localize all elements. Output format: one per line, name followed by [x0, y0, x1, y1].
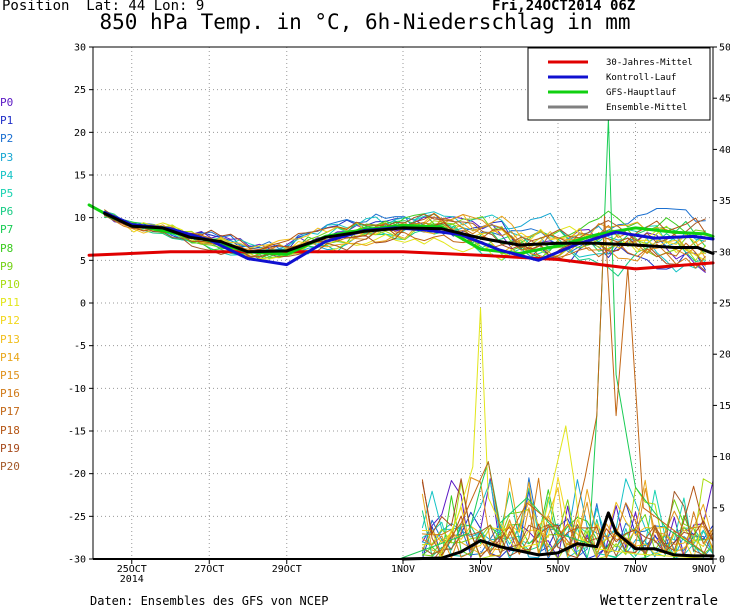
legend-label: 30-Jahres-Mittel: [606, 58, 693, 68]
y-left-tick-label: -25: [68, 512, 86, 523]
y-right-tick-label: 10: [719, 452, 730, 463]
member-precip-line-p1: [421, 489, 714, 560]
legend-label: Ensemble-Mittel: [606, 103, 687, 113]
member-temp-line-p11: [104, 209, 706, 261]
gfs-main-run-line: [87, 203, 715, 256]
member-label-p5: P5: [0, 187, 14, 200]
legend-label: Kontroll-Lauf: [606, 73, 676, 83]
position-label: Position Lat: 44 Lon: 9: [2, 0, 205, 14]
chart-title: 850 hPa Temp. in °C, 6h-Niederschlag in …: [99, 10, 631, 34]
x-tick-label: 1NOV: [391, 564, 415, 575]
y-left-tick-label: 25: [74, 85, 86, 96]
y-left-tick-label: 30: [74, 43, 86, 54]
precip-ensemble-mean-line: [401, 511, 715, 561]
y-left-tick-label: -10: [68, 384, 86, 395]
member-label-p2: P2: [0, 132, 14, 146]
y-right-tick-label: 5: [719, 503, 725, 514]
member-precip-line-p8: [421, 489, 714, 559]
member-label-p15: P15: [0, 369, 20, 382]
member-label-p20: P20: [0, 460, 20, 473]
y-right-tick-label: 35: [719, 196, 730, 207]
member-label-p6: P6: [0, 205, 14, 219]
member-label-p11: P11: [0, 296, 20, 310]
run-date-label: Fri,24OCT2014 06Z: [492, 0, 636, 14]
x-tick-sublabel: 2014: [120, 574, 144, 585]
member-precip-line-p7: [398, 118, 714, 560]
x-tick-label: 27OCT: [194, 564, 224, 575]
x-tick-label: 29OCT: [272, 564, 302, 575]
x-tick-label: 3NOV: [468, 564, 492, 575]
member-label-p16: P16: [0, 387, 20, 401]
y-left-tick-label: 15: [74, 171, 86, 182]
member-precip-line-p18: [421, 479, 714, 556]
member-label-p19: P19: [0, 441, 20, 455]
y-right-tick-label: 30: [719, 247, 730, 258]
member-label-p17: P17: [0, 405, 20, 419]
brand-label: Wetterzentrale: [600, 593, 719, 609]
member-precip-line-p20: [421, 490, 714, 557]
y-left-tick-label: 20: [74, 128, 86, 139]
y-left-tick-label: -5: [74, 341, 86, 352]
member-label-p12: P12: [0, 314, 20, 328]
member-label-p8: P8: [0, 241, 14, 255]
member-precip-line-p11: [437, 307, 714, 560]
member-precip-line-p15: [421, 477, 714, 559]
x-tick-label: 9NOV: [692, 564, 716, 575]
member-label-p13: P13: [0, 332, 20, 346]
y-left-tick-label: -20: [68, 469, 86, 480]
member-precip-line-p16: [421, 477, 714, 559]
y-right-tick-label: 25: [719, 299, 730, 310]
member-temp-line-p17: [104, 215, 706, 267]
y-left-tick-label: 10: [74, 213, 86, 224]
x-tick-label: 5NOV: [546, 564, 570, 575]
y-right-tick-label: 0: [719, 555, 725, 566]
climatology-line: [87, 250, 715, 271]
y-left-tick-label: -15: [68, 427, 86, 438]
y-right-tick-label: 50: [719, 43, 730, 54]
x-tick-label: 7NOV: [623, 564, 647, 575]
y-right-tick-label: 40: [719, 145, 730, 156]
y-left-tick-label: 5: [80, 256, 86, 267]
data-source-label: Daten: Ensembles des GFS von NCEP: [90, 594, 329, 608]
member-label-p10: P10: [0, 278, 20, 291]
member-label-p0: P0: [0, 96, 14, 109]
y-right-tick-label: 45: [719, 94, 730, 105]
x-tick-label: 25OCT: [117, 564, 147, 575]
ensemble-mean-line: [103, 211, 715, 255]
member-label-p1: P1: [0, 114, 14, 128]
y-right-tick-label: 15: [719, 401, 730, 412]
member-label-p14: P14: [0, 350, 20, 364]
y-left-tick-label: 0: [80, 299, 86, 310]
member-label-p18: P18: [0, 423, 20, 437]
legend-label: GFS-Hauptlauf: [606, 88, 676, 98]
member-label-p3: P3: [0, 150, 14, 164]
y-left-tick-label: -30: [68, 555, 86, 566]
member-label-p9: P9: [0, 259, 14, 273]
member-label-p4: P4: [0, 168, 14, 182]
member-label-p7: P7: [0, 223, 14, 237]
member-precip-line-p17: [127, 215, 714, 560]
y-right-tick-label: 20: [719, 350, 730, 361]
